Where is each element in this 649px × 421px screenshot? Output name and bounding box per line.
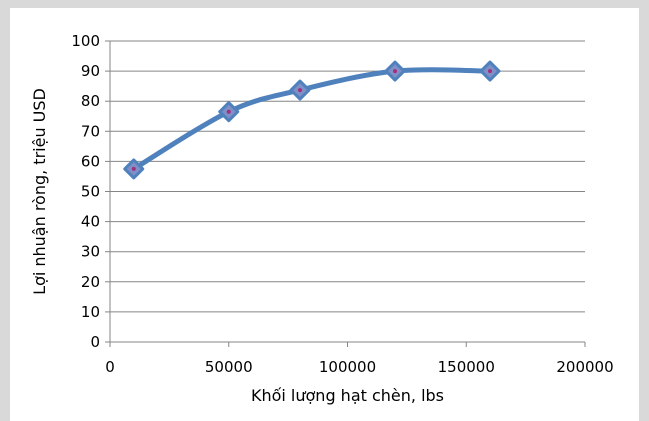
x-axis-title: Khối lượng hạt chèn, lbs	[251, 386, 444, 405]
y-tick-label: 60	[81, 152, 100, 170]
y-tick-label: 90	[81, 62, 100, 80]
data-point-center	[226, 109, 231, 114]
x-tick-label: 50000	[205, 358, 253, 376]
y-tick-label: 40	[81, 213, 100, 231]
data-point-center	[131, 166, 136, 171]
y-tick-label: 100	[71, 32, 100, 50]
data-point-center	[393, 69, 397, 74]
x-tick-label: 100000	[319, 358, 376, 376]
y-tick-label: 0	[90, 333, 100, 351]
axis-layer	[105, 40, 586, 347]
y-tick-label: 20	[81, 273, 100, 291]
series-layer	[123, 60, 501, 180]
label-layer: 0 10 20 30 40 50 60 70 80 90 100 0 50000 100000 150000…	[71, 32, 613, 376]
y-tick-label: 80	[81, 92, 100, 110]
y-tick-label: 70	[81, 122, 100, 140]
data-point-center	[488, 69, 492, 74]
y-tick-label: 50	[81, 183, 100, 201]
y-axis-title: Lợi nhuận ròng, triệu USD	[30, 88, 49, 295]
x-tick-label: 0	[105, 358, 115, 376]
data-point-center	[298, 88, 302, 93]
series-line	[131, 67, 493, 172]
y-tick-label: 10	[81, 303, 100, 321]
x-tick-label: 150000	[438, 358, 495, 376]
y-tick-label: 30	[81, 243, 100, 261]
x-tick-label: 200000	[556, 358, 613, 376]
